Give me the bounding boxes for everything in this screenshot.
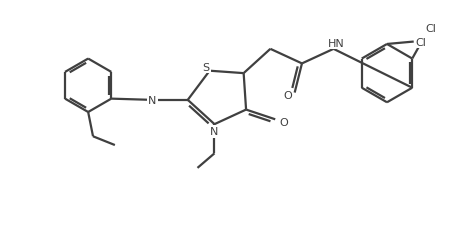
Text: S: S	[203, 63, 210, 73]
Text: N: N	[148, 95, 156, 105]
Text: O: O	[280, 117, 288, 127]
Text: N: N	[210, 127, 219, 137]
Text: O: O	[283, 91, 292, 101]
Text: Cl: Cl	[425, 24, 436, 34]
Text: Cl: Cl	[416, 37, 426, 47]
Text: HN: HN	[328, 39, 344, 49]
